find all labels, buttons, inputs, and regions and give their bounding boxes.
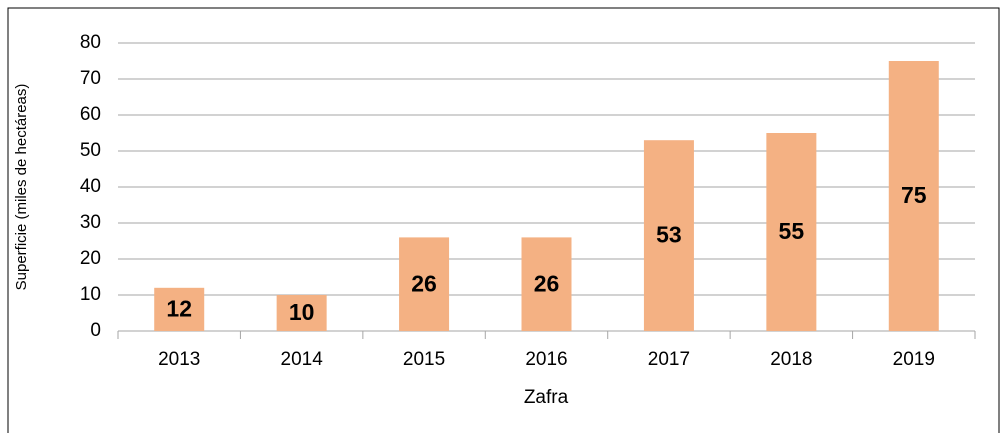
bar [888,61,939,331]
y-tick-label: 10 [80,284,101,305]
y-tick-label: 40 [80,176,101,197]
data-label: 26 [534,270,560,296]
bar [276,295,327,331]
bar [399,237,450,331]
x-tick-label: 2018 [770,349,812,370]
data-label: 55 [779,218,805,244]
y-tick-label: 80 [80,32,101,53]
bar [766,133,817,331]
y-tick-label: 70 [80,68,101,89]
data-label: 26 [411,270,437,296]
y-axis-label: Superficie (miles de hectáreas) [13,84,30,291]
chart-frame [7,7,1000,433]
y-tick-label: 50 [80,140,101,161]
data-label: 10 [289,299,315,325]
x-axis-label: Zafra [524,387,569,408]
x-tick-label: 2019 [893,349,935,370]
y-tick-label: 30 [80,212,101,233]
data-label: 12 [166,295,192,321]
data-label: 53 [656,222,682,248]
y-tick-label: 0 [90,320,101,341]
x-tick-label: 2017 [648,349,690,370]
x-tick-label: 2014 [281,349,324,370]
x-tick-label: 2016 [525,349,567,370]
x-tick-label: 2015 [403,349,445,370]
y-tick-label: 60 [80,104,101,125]
y-tick-label: 20 [80,248,101,269]
bar [521,237,572,331]
bar [154,287,205,331]
x-tick-label: 2013 [158,349,200,370]
data-label: 75 [901,182,927,208]
bar [643,140,694,331]
